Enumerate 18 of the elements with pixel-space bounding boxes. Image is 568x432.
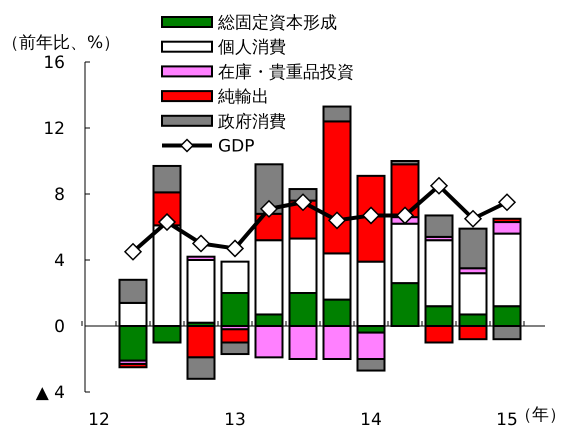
x-axis-title: （年） — [515, 405, 566, 425]
y-tick-label: ▲ 4 — [36, 383, 65, 403]
y-tick-label: 16 — [43, 53, 65, 73]
legend-label: 政府消費 — [218, 112, 286, 132]
legend-label: 純輸出 — [218, 87, 269, 108]
y-tick-label: 8 — [54, 185, 65, 205]
x-tick-label: 13 — [224, 410, 246, 430]
legend-label: 個人消費 — [218, 38, 286, 58]
y-tick-label: 0 — [54, 317, 65, 337]
x-tick-label: 12 — [88, 410, 110, 430]
x-tick-label: 15 — [496, 410, 518, 430]
legend-label: 在庫・貴重品投資 — [218, 62, 354, 82]
legend-label: GDP — [218, 136, 255, 156]
y-tick-label: 12 — [43, 119, 65, 139]
y-axis-title: （前年比、%） — [2, 33, 120, 53]
x-tick-label: 14 — [360, 410, 382, 430]
y-tick-label: 4 — [54, 251, 65, 271]
legend-label: 総固定資本形成 — [217, 13, 337, 33]
